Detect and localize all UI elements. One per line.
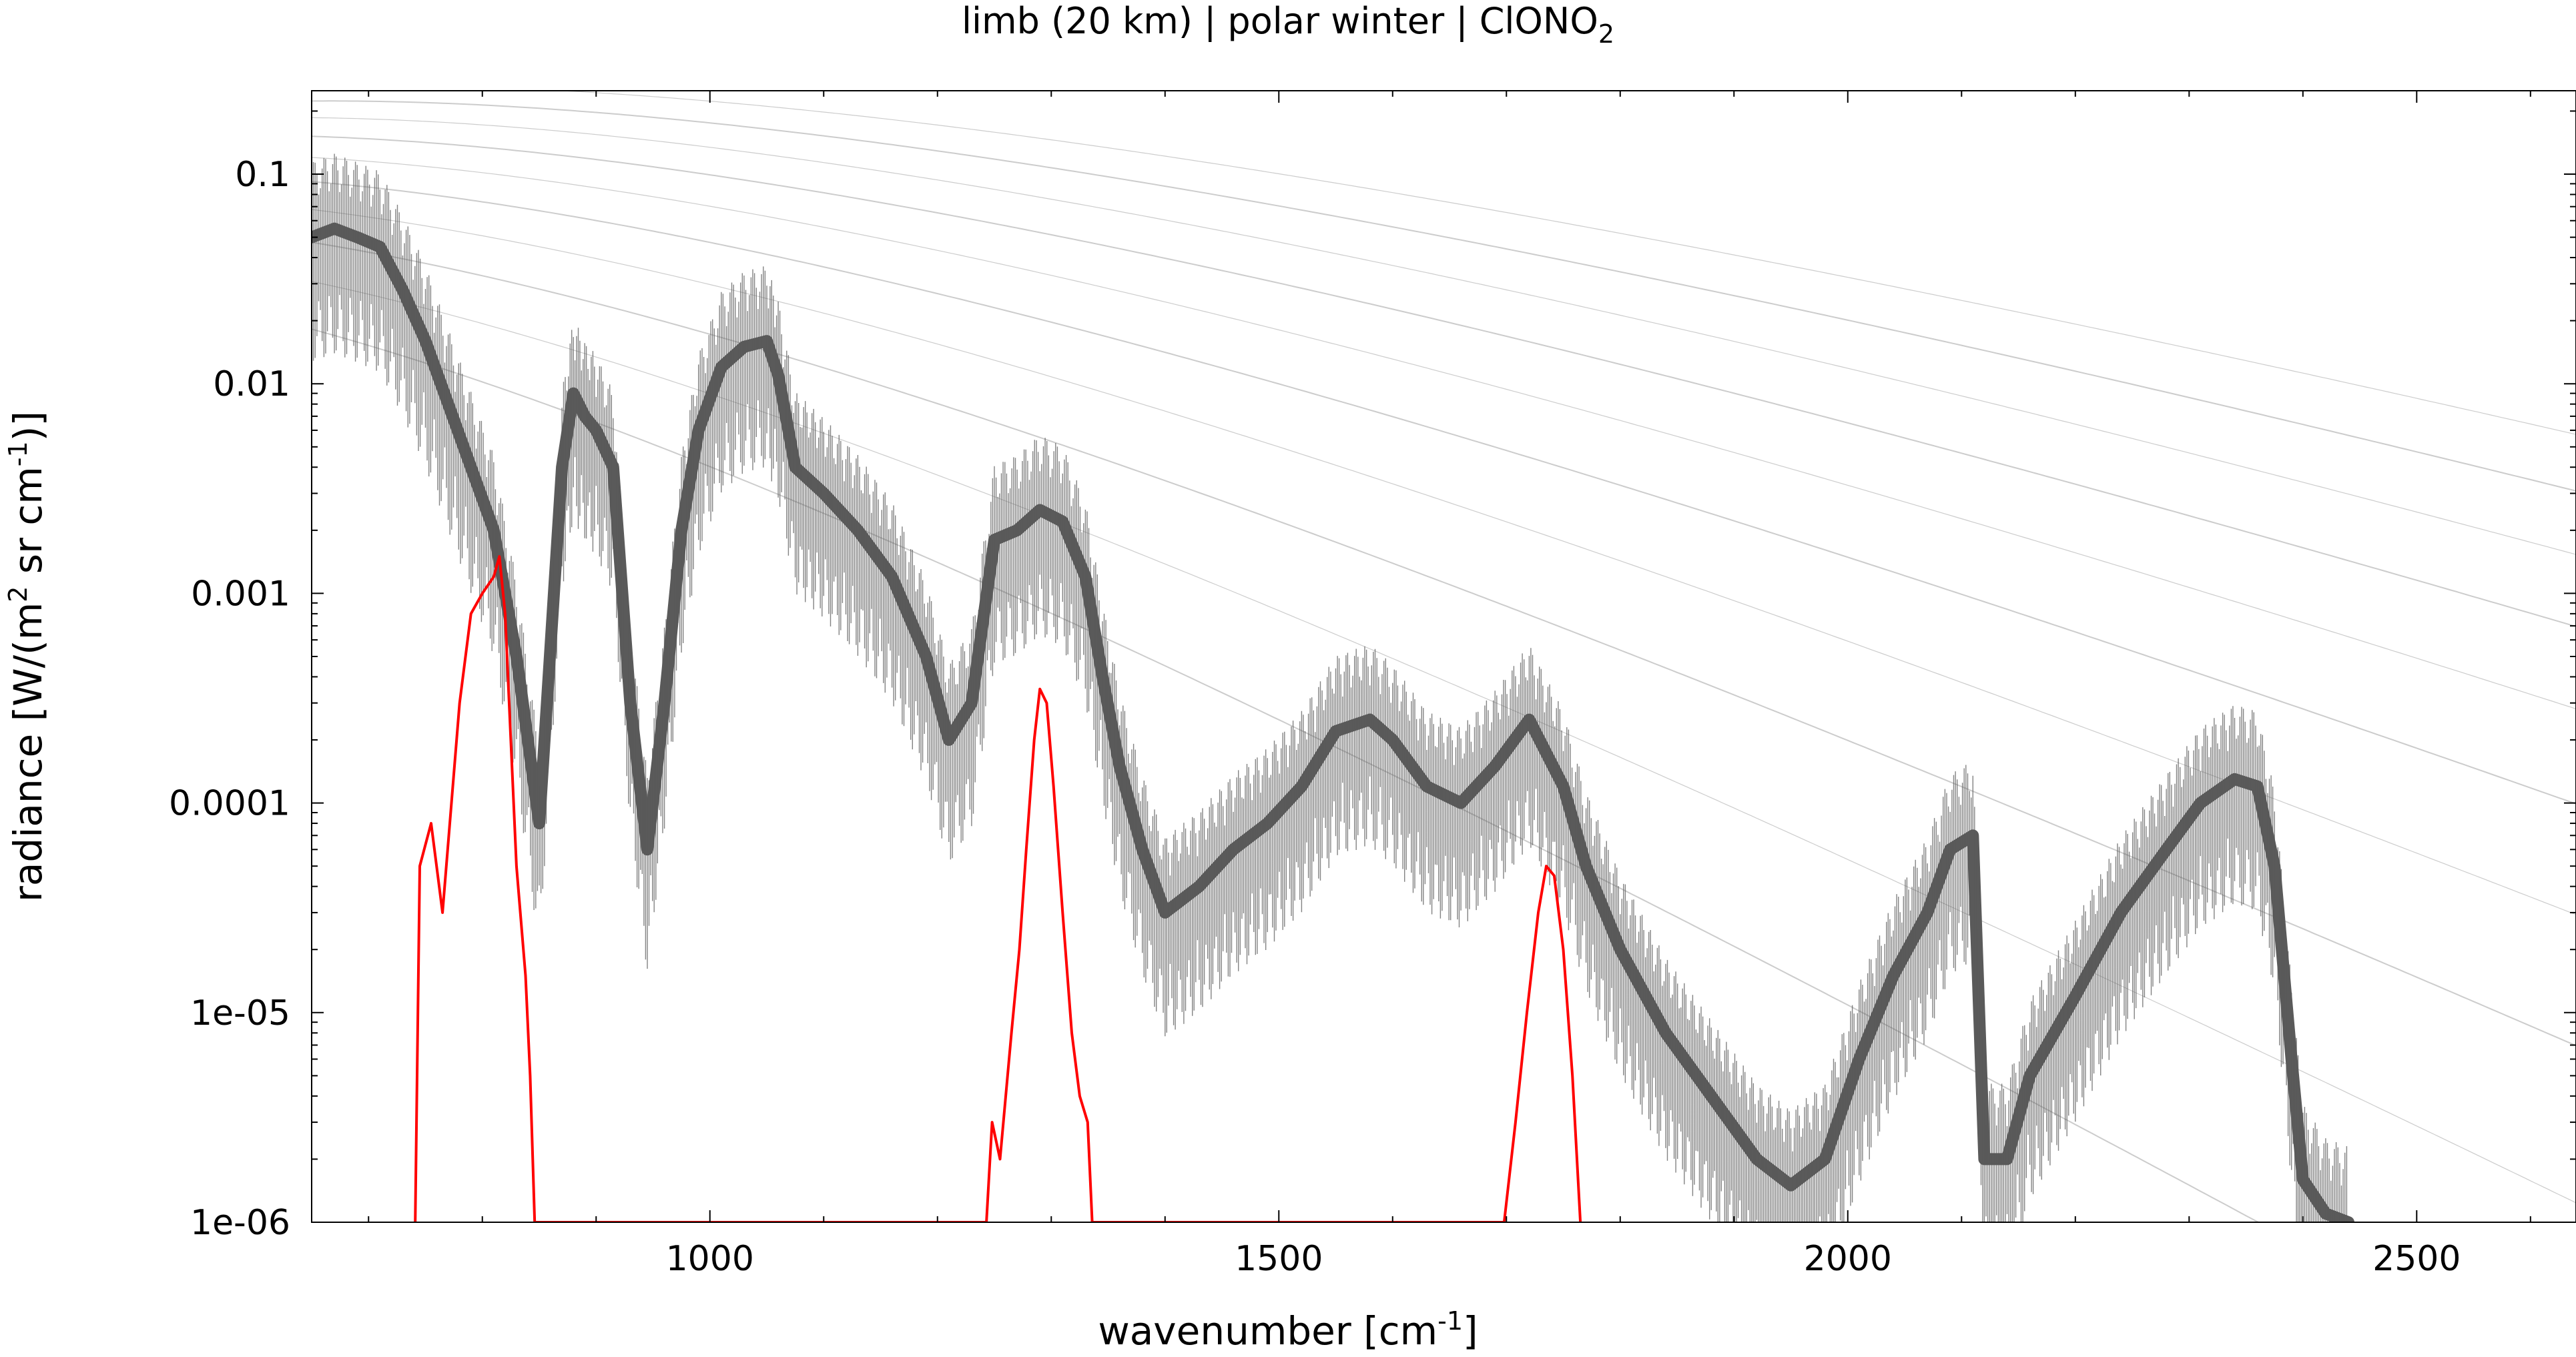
- x-tick-label-1000: 1000: [666, 1239, 754, 1279]
- x-axis-title-text: wavenumber [cm: [1098, 1308, 1437, 1354]
- y-axis-title-sup1: 2: [3, 586, 33, 602]
- y-axis-title-mid: sr cm: [5, 466, 51, 586]
- plot-frame: [311, 90, 2576, 1223]
- x-tick-label-1500: 1500: [1235, 1239, 1323, 1279]
- planck-curve-200K: [312, 281, 2576, 1204]
- x-tick-label-2500: 2500: [2372, 1239, 2461, 1279]
- reference-curves: [312, 91, 2576, 1222]
- y-axis-title-sup2: -1: [3, 441, 33, 466]
- x-tick-label-2000: 2000: [1804, 1239, 1892, 1279]
- x-axis-title-sup: -1: [1437, 1306, 1463, 1336]
- planck-curve-280K: [312, 157, 2576, 710]
- x-axis-title-end: ]: [1463, 1308, 1478, 1354]
- y-tick-label-0.0001: 0.0001: [169, 784, 290, 824]
- spectrum-series: [312, 153, 2354, 1222]
- y-axis-title: radiance [W/(m2 sr cm-1)]: [3, 411, 51, 902]
- y-tick-label-0.1: 0.1: [235, 155, 290, 195]
- planck-curve-360K: [555, 91, 2576, 435]
- chart-title-subscript: 2: [1598, 19, 1614, 49]
- planck-curve-220K: [312, 242, 2576, 1047]
- planck-curve-340K: [312, 100, 2576, 492]
- y-axis-title-prefix: radiance [W/(m: [5, 602, 51, 902]
- series-0-fine-structure: [312, 153, 2348, 1222]
- y-tick-label-0.001: 0.001: [191, 574, 290, 614]
- planck-curve-300K: [312, 135, 2576, 627]
- x-axis-ticks: 1000 1500 2000 2500: [368, 91, 2531, 1279]
- y-tick-label-1e-05: 1e-05: [190, 993, 290, 1033]
- planck-curve-260K: [312, 181, 2576, 805]
- y-tick-label-0.01: 0.01: [213, 364, 290, 404]
- chart-title-text: limb (20 km) | polar winter | ClONO: [962, 0, 1598, 42]
- x-axis-title: wavenumber [cm-1]: [1098, 1306, 1478, 1354]
- chart-title: limb (20 km) | polar winter | ClONO2: [962, 0, 1614, 49]
- series-1-line: [414, 555, 1582, 1222]
- y-tick-label-1e-06: 1e-06: [190, 1203, 290, 1243]
- y-axis-title-end: )]: [5, 411, 51, 441]
- planck-curve-320K: [312, 117, 2576, 555]
- y-axis-ticks: 0.1 0.01 0.001 0.0001 1e-05 1e-06: [169, 110, 2576, 1243]
